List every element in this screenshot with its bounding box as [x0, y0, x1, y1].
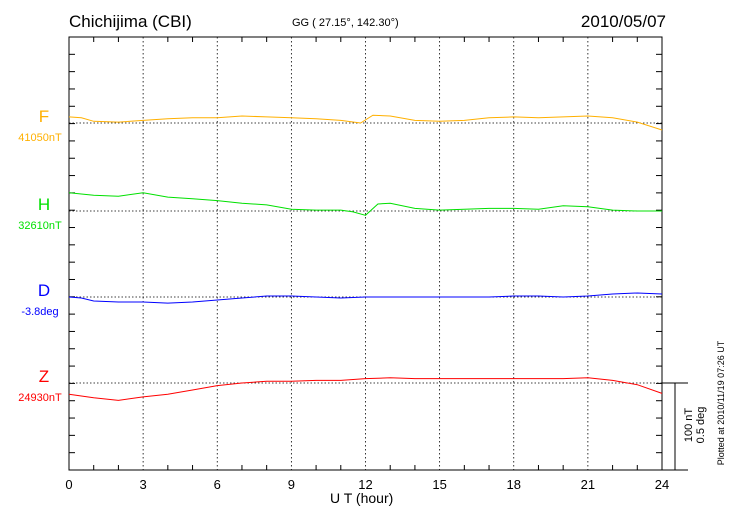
x-tick-label: 24: [655, 477, 669, 492]
scale-bar-label-deg: 0.5 deg: [695, 407, 707, 444]
x-tick-label: 9: [288, 477, 295, 492]
scale-bar-label-nt: 100 nT: [683, 408, 695, 443]
baseline-value-D: -3.8deg: [21, 306, 58, 318]
chart-date: 2010/05/07: [580, 12, 666, 31]
x-tick-label: 15: [432, 477, 446, 492]
series-line-H: [68, 192, 662, 216]
series-line-D: [68, 292, 663, 304]
plotted-note: Plotted at 2010/11/19 07:26 UT: [716, 340, 726, 465]
x-tick-label: 18: [507, 477, 521, 492]
baseline-value-F: 41050nT: [18, 132, 62, 144]
x-tick-label: 3: [140, 477, 147, 492]
x-tick-label: 21: [581, 477, 595, 492]
x-axis-label: U T (hour): [330, 490, 394, 506]
series-line-Z: [68, 377, 663, 401]
chart-subtitle: GG ( 27.15°, 142.30°): [292, 17, 399, 29]
x-tick-label: 0: [65, 477, 72, 492]
series-label-Z: Z: [39, 367, 49, 386]
baseline-value-Z: 24930nT: [18, 392, 62, 404]
series-line-F: [68, 114, 663, 131]
series-label-D: D: [38, 281, 50, 300]
baseline-value-H: 32610nT: [18, 220, 62, 232]
plot-frame: [68, 36, 663, 471]
series-label-H: H: [38, 195, 50, 214]
x-tick-label: 12: [358, 477, 372, 492]
x-tick-label: 6: [214, 477, 221, 492]
series-label-F: F: [39, 107, 49, 126]
chart-title: Chichijima (CBI): [69, 12, 192, 31]
